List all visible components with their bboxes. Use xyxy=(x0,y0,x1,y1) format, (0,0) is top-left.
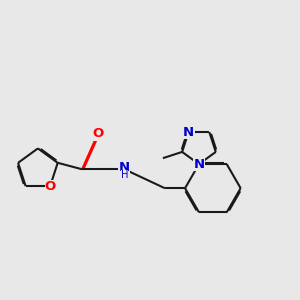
Text: O: O xyxy=(92,128,104,140)
Text: O: O xyxy=(44,180,56,193)
Text: H: H xyxy=(121,170,128,180)
Text: N: N xyxy=(194,158,205,171)
Text: N: N xyxy=(183,126,194,139)
Text: N: N xyxy=(119,161,130,174)
